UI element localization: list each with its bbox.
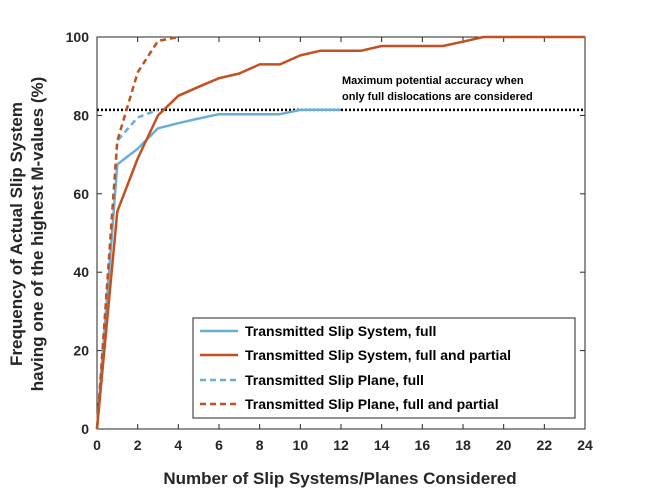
legend-box — [192, 317, 576, 419]
x-tick-label: 22 — [537, 437, 553, 453]
y-tick-label: 20 — [73, 343, 89, 359]
x-tick-label: 18 — [455, 437, 471, 453]
x-tick-label: 14 — [374, 437, 390, 453]
annotation-line-1: Maximum potential accuracy when — [342, 75, 524, 87]
y-tick-label: 40 — [73, 264, 89, 280]
series-line-1 — [95, 35, 585, 430]
legend-label-2: Transmitted Slip Plane, full — [245, 372, 424, 388]
y-axis-label-line-2: having one of the highest M-values (%) — [28, 77, 47, 392]
x-tick-label: 10 — [293, 437, 309, 453]
annotation-line-2: only full dislocations are considered — [342, 91, 533, 103]
x-tick-label: 2 — [134, 437, 142, 453]
legend: Transmitted Slip System, full Transmitte… — [192, 317, 576, 419]
legend-label-0: Transmitted Slip System, full — [245, 323, 436, 339]
x-tick-label: 16 — [415, 437, 431, 453]
legend-label-1: Transmitted Slip System, full and partia… — [245, 347, 511, 363]
y-tick-label: 0 — [81, 421, 89, 437]
x-tick-label: 6 — [215, 437, 223, 453]
x-tick-label: 0 — [93, 437, 101, 453]
x-tick-label: 20 — [496, 437, 512, 453]
y-tick-label: 80 — [73, 107, 89, 123]
x-tick-label: 12 — [333, 437, 349, 453]
y-axis-label: Frequency of Actual Slip System having o… — [7, 77, 47, 392]
y-axis-label-line-1: Frequency of Actual Slip System — [7, 102, 26, 366]
x-tick-label: 4 — [174, 437, 182, 453]
x-axis-label: Number of Slip Systems/Planes Considered — [163, 469, 516, 488]
series-line-3 — [95, 35, 179, 430]
y-tick-label: 60 — [73, 186, 89, 202]
y-tick-label: 100 — [66, 29, 90, 45]
x-tick-label: 8 — [256, 437, 264, 453]
x-tick-label: 24 — [577, 437, 593, 453]
legend-label-3: Transmitted Slip Plane, full and partial — [245, 396, 499, 412]
series-line-0 — [95, 108, 341, 430]
